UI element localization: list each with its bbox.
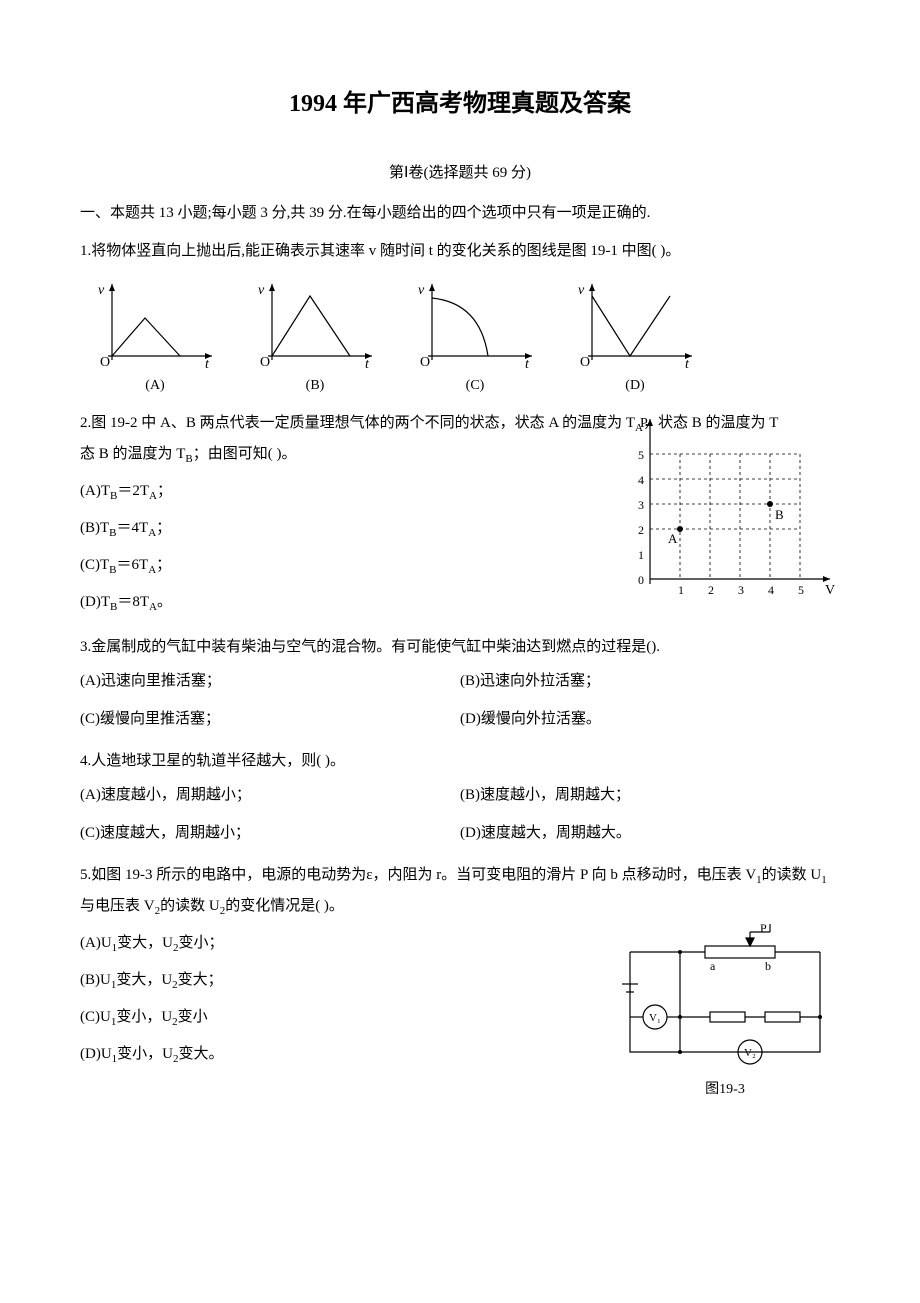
q5-option-a: (A)U1变大，U2变小； [80, 928, 580, 959]
q3-option-c: (C)缓慢向里推活塞； [80, 704, 460, 734]
svg-text:v: v [98, 283, 105, 298]
question-2: 2.图 19-2 中 A、B 两点代表一定质量理想气体的两个不同的状态，状态 A… [80, 408, 840, 624]
page-title: 1994 年广西高考物理真题及答案 [80, 80, 840, 128]
svg-text:A: A [668, 531, 678, 546]
svg-text:0: 0 [638, 573, 644, 587]
q1-label-c: (C) [466, 372, 485, 400]
q1-graph-a-svg: v t O [90, 278, 220, 368]
q4-option-c: (C)速度越大，周期越小； [80, 818, 460, 848]
svg-text:1: 1 [638, 548, 644, 562]
q4-option-a: (A)速度越小，周期越小； [80, 780, 460, 810]
q2-option-c: (C)TB＝6TA； [80, 550, 590, 581]
question-3: 3.金属制成的气缸中装有柴油与空气的混合物。有可能使气缸中柴油达到燃点的过程是(… [80, 632, 840, 738]
q2-option-d: (D)TB＝8TA。 [80, 587, 590, 618]
q3-option-b: (B)迅速向外拉活塞； [460, 666, 840, 696]
svg-text:5: 5 [798, 583, 804, 597]
q5-option-c: (C)U1变小，U2变小 [80, 1002, 580, 1033]
q1-graph-d-svg: v t O [570, 278, 700, 368]
svg-text:a: a [710, 959, 716, 973]
q3-options: (A)迅速向里推活塞； (B)迅速向外拉活塞； (C)缓慢向里推活塞； (D)缓… [80, 662, 840, 738]
q5-circuit-caption: 图19-3 [610, 1076, 840, 1104]
q3-option-a: (A)迅速向里推活塞； [80, 666, 460, 696]
question-1: 1.将物体竖直向上抛出后,能正确表示其速率 v 随时间 t 的变化关系的图线是图… [80, 236, 840, 400]
q4-options: (A)速度越小，周期越小； (B)速度越小，周期越大； (C)速度越大，周期越小… [80, 776, 840, 852]
svg-text:v: v [258, 283, 265, 298]
q1-label-b: (B) [306, 372, 325, 400]
svg-text:O: O [100, 355, 110, 368]
q1-label-a: (A) [145, 372, 164, 400]
svg-text:t: t [685, 357, 690, 368]
q1-graph-b-svg: v t O [250, 278, 380, 368]
svg-text:B: B [775, 507, 784, 522]
q1-text: 1.将物体竖直向上抛出后,能正确表示其速率 v 随时间 t 的变化关系的图线是图… [80, 236, 840, 266]
svg-text:O: O [580, 355, 590, 368]
svg-text:O: O [420, 355, 430, 368]
svg-text:v: v [418, 283, 425, 298]
q1-graph-c-svg: v t O [410, 278, 540, 368]
q1-graph-a: v t O (A) [90, 278, 220, 400]
svg-text:b: b [765, 959, 771, 973]
q5-option-d: (D)U1变小，U2变大。 [80, 1039, 580, 1070]
svg-text:3: 3 [738, 583, 744, 597]
svg-text:P: P [760, 922, 767, 935]
q5-options: (A)U1变大，U2变小； (B)U1变大，U2变大； (C)U1变小，U2变小… [80, 928, 580, 1070]
svg-text:4: 4 [768, 583, 774, 597]
svg-text:2: 2 [638, 523, 644, 537]
q4-option-d: (D)速度越大，周期越大。 [460, 818, 840, 848]
svg-text:t: t [365, 357, 370, 368]
q4-option-b: (B)速度越小，周期越大； [460, 780, 840, 810]
q2-pv-chart: 0 1 2 3 4 5 1 2 3 4 5 P V [610, 409, 840, 599]
svg-text:V: V [825, 583, 835, 598]
q3-option-d: (D)缓慢向外拉活塞。 [460, 704, 840, 734]
q3-text: 3.金属制成的气缸中装有柴油与空气的混合物。有可能使气缸中柴油达到燃点的过程是(… [80, 632, 840, 662]
q5-text: 5.如图 19-3 所示的电路中，电源的电动势为ε，内阻为 r。当可变电阻的滑片… [80, 860, 840, 922]
q4-text: 4.人造地球卫星的轨道半径越大，则( )。 [80, 746, 840, 776]
q2-option-a: (A)TB＝2TA； [80, 476, 590, 507]
svg-text:1: 1 [678, 583, 684, 597]
question-4: 4.人造地球卫星的轨道半径越大，则( )。 (A)速度越小，周期越小； (B)速… [80, 746, 840, 852]
q1-label-d: (D) [625, 372, 644, 400]
svg-text:t: t [525, 357, 530, 368]
svg-text:P: P [640, 416, 648, 431]
section1-header: 一、本题共 13 小题;每小题 3 分,共 39 分.在每小题给出的四个选项中只… [80, 198, 840, 228]
svg-text:t: t [205, 357, 210, 368]
q2-option-b: (B)TB＝4TA； [80, 513, 590, 544]
svg-text:V₂: V₂ [744, 1047, 756, 1059]
svg-text:V₁: V₁ [649, 1012, 661, 1024]
q1-graph-c: v t O (C) [410, 278, 540, 400]
svg-text:5: 5 [638, 448, 644, 462]
q1-graphs: v t O (A) v t O (B) [80, 278, 840, 400]
svg-text:3: 3 [638, 498, 644, 512]
q2-options: (A)TB＝2TA； (B)TB＝4TA； (C)TB＝6TA； (D)TB＝8… [80, 476, 590, 618]
svg-text:v: v [578, 283, 585, 298]
q2-text-line2: 态 B 的温度为 TB；由图可知( )。 [80, 439, 590, 470]
svg-text:2: 2 [708, 583, 714, 597]
svg-text:4: 4 [638, 473, 644, 487]
svg-text:O: O [260, 355, 270, 368]
q1-graph-d: v t O (D) [570, 278, 700, 400]
q1-graph-b: v t O (B) [250, 278, 380, 400]
question-5: 5.如图 19-3 所示的电路中，电源的电动势为ε，内阻为 r。当可变电阻的滑片… [80, 860, 840, 1104]
exam-subtitle: 第Ⅰ卷(选择题共 69 分) [80, 158, 840, 188]
q5-circuit-diagram: P a b V₁ V₂ 图19-3 [610, 922, 840, 1104]
q5-option-b: (B)U1变大，U2变大； [80, 965, 580, 996]
